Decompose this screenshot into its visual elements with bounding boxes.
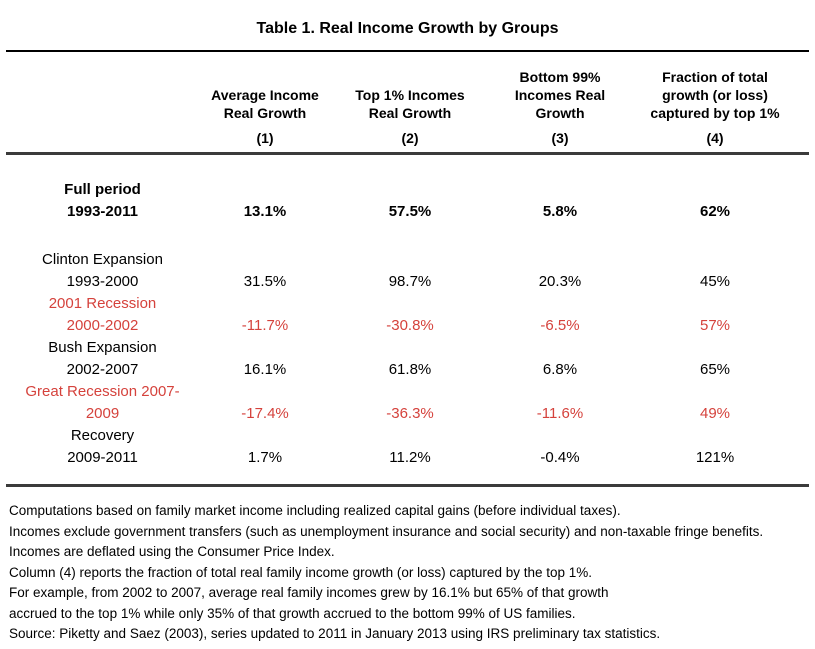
header-line: growth (or loss) [662,87,768,103]
row-label: Clinton Expansion 1993-2000 [0,249,205,293]
row-value: -0.4% [540,449,580,466]
header-line: Top 1% Incomes [355,87,465,103]
footnote-line: accrued to the top 1% while only 35% of … [9,605,576,621]
table-title: Table 1. Real Income Growth by Groups [256,20,559,37]
row-value: 121% [695,449,735,466]
column-header-4: Fraction of total growth (or loss) captu… [625,68,805,122]
row-value: -17.4% [241,405,289,422]
bottom-rule [6,484,809,487]
row-value: 57% [699,317,731,334]
column-header-1: Average Income Real Growth [205,86,325,122]
row-value: 65% [699,361,731,378]
row-value: 57.5% [388,203,432,220]
header-line: Real Growth [368,105,452,121]
header-line: Bottom 99% [519,69,601,85]
row-value: 5.8% [542,203,578,220]
row-value: 62% [699,203,731,220]
row-value: -11.7% [241,317,289,334]
table-row-recovery: Recovery 2009-2011 1.7% 11.2% -0.4% 121% [0,425,815,469]
top-rule [6,50,809,52]
row-value: 11.2% [389,449,431,466]
footnote-line: Column (4) reports the fraction of total… [9,564,593,580]
row-label-name: Great Recession 2007- [25,383,180,400]
row-label-years: 2000-2002 [66,317,139,334]
column-number-3: (3) [551,130,569,146]
row-value: 49% [699,405,731,422]
row-value: -30.8% [386,317,434,334]
row-value: 6.8% [542,361,578,378]
footnotes: Computations based on family market inco… [0,501,815,645]
table-row-full-period: Full period 1993-2011 13.1% 57.5% 5.8% 6… [0,179,815,223]
row-value: 16.1% [243,361,287,378]
row-label-name: Full period [64,181,141,198]
row-value: 13.1% [243,203,287,220]
column-headers: Average Income Real Growth Top 1% Income… [0,68,815,122]
table-row-great-recession: Great Recession 2007- 2009 -17.4% -36.3%… [0,381,815,425]
header-line: Real Growth [223,105,307,121]
table-body: Full period 1993-2011 13.1% 57.5% 5.8% 6… [0,155,815,469]
row-label-years: 1993-2011 [67,203,138,220]
row-value: 98.7% [388,273,432,290]
table-row-clinton-expansion: Clinton Expansion 1993-2000 31.5% 98.7% … [0,249,815,293]
row-value: -11.6% [536,405,584,422]
header-line: Incomes Real [514,87,606,103]
table-row-bush-expansion: Bush Expansion 2002-2007 16.1% 61.8% 6.8… [0,337,815,381]
header-line: captured by top 1% [650,105,780,121]
column-header-3: Bottom 99% Incomes Real Growth [495,68,625,122]
row-label-years: 2002-2007 [66,361,139,378]
row-value: -36.3% [386,405,434,422]
footnote-line: Source: Piketty and Saez (2003), series … [9,626,661,641]
row-label: Bush Expansion 2002-2007 [0,337,205,381]
column-header-2: Top 1% Incomes Real Growth [325,86,495,122]
column-number-4: (4) [706,130,724,146]
footnote-line: Incomes exclude government transfers (su… [9,523,764,539]
row-label-name: Bush Expansion [48,339,157,356]
row-label-years: 2009 [85,405,120,422]
row-value: 1.7% [247,449,283,466]
row-label-name: Clinton Expansion [42,251,163,268]
column-numbers: (1) (2) (3) (4) [0,129,815,147]
row-label: 2001 Recession 2000-2002 [0,293,205,337]
header-line: Growth [535,105,585,121]
header-line: Average Income [211,87,319,103]
row-label-column-spacer [0,129,205,147]
table-row-2001-recession: 2001 Recession 2000-2002 -11.7% -30.8% -… [0,293,815,337]
footnote-line: For example, from 2002 to 2007, average … [9,585,609,600]
footnote-line: Incomes are deflated using the Consumer … [9,544,335,559]
row-label-years: 1993-2000 [66,273,139,290]
row-label: Great Recession 2007- 2009 [0,381,205,425]
row-label-years: 2009-2011 [67,449,138,466]
row-value: 31.5% [243,273,287,290]
row-label: Recovery 2009-2011 [0,425,205,469]
column-number-1: (1) [256,130,274,146]
row-value: -6.5% [540,317,580,334]
row-value: 20.3% [538,273,582,290]
row-label-name: 2001 Recession [48,295,157,312]
row-label: Full period 1993-2011 [0,179,205,223]
row-label-name: Recovery [70,427,135,444]
header-rule [6,152,809,155]
row-value: 45% [699,273,731,290]
column-number-2: (2) [401,130,419,146]
header-line: Fraction of total [662,69,768,85]
footnote-line: Computations based on family market inco… [9,503,621,518]
row-value: 61.8% [388,361,432,378]
